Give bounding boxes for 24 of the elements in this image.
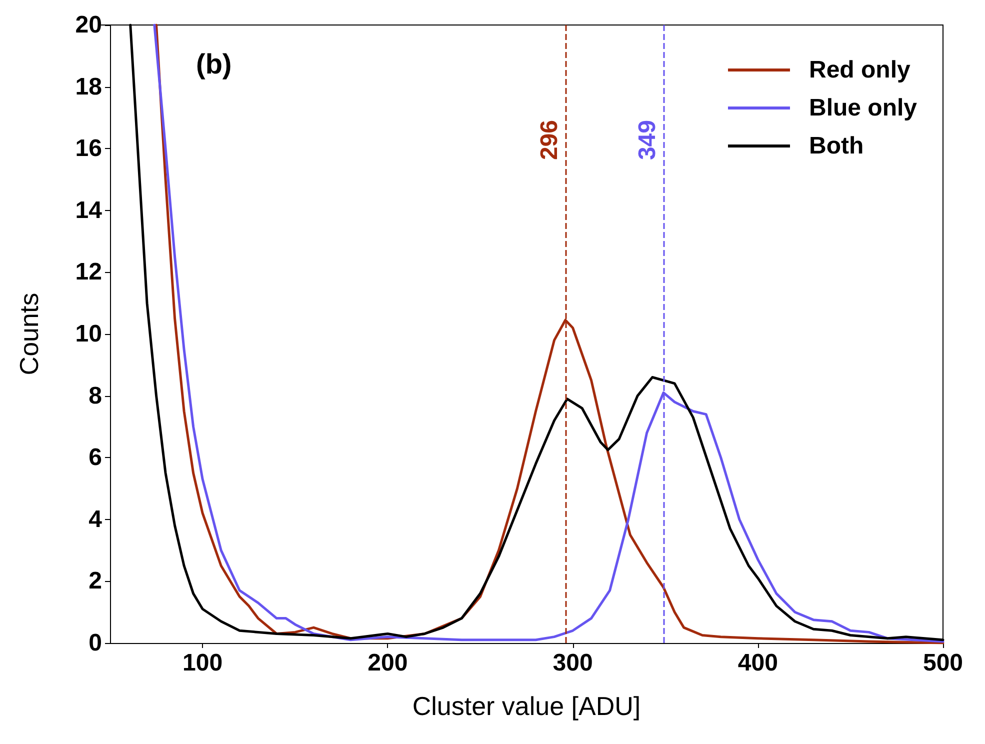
ref-line-label: 349 bbox=[634, 120, 661, 160]
y-tick-label: 18 bbox=[75, 73, 102, 100]
y-tick-label: 2 bbox=[88, 568, 102, 595]
x-tick-label: 100 bbox=[182, 650, 223, 676]
y-tick-label: 8 bbox=[88, 382, 102, 410]
x-tick-label: 300 bbox=[552, 650, 593, 676]
y-tick-label: 20 bbox=[75, 12, 102, 38]
y-axis-title: Counts bbox=[14, 292, 44, 376]
x-tick-label: 200 bbox=[368, 650, 408, 676]
x-tick-label: 500 bbox=[922, 650, 964, 676]
x-tick-label: 400 bbox=[738, 650, 778, 676]
y-tick-label: 14 bbox=[75, 196, 103, 224]
annotation: (b) bbox=[196, 48, 232, 80]
y-tick-label: 6 bbox=[88, 444, 102, 472]
y-tick-label: 16 bbox=[75, 135, 102, 162]
y-tick-label: 4 bbox=[88, 506, 103, 533]
legend-label: Blue only bbox=[808, 94, 918, 122]
y-tick-label: 10 bbox=[75, 320, 102, 348]
x-axis-title: Cluster value [ADU] bbox=[412, 691, 641, 721]
y-tick-label: 0 bbox=[88, 630, 102, 656]
ref-line-label: 296 bbox=[536, 120, 563, 160]
legend-label: Red only bbox=[808, 56, 911, 84]
legend-label: Both bbox=[808, 132, 864, 160]
y-tick-label: 12 bbox=[75, 258, 102, 286]
